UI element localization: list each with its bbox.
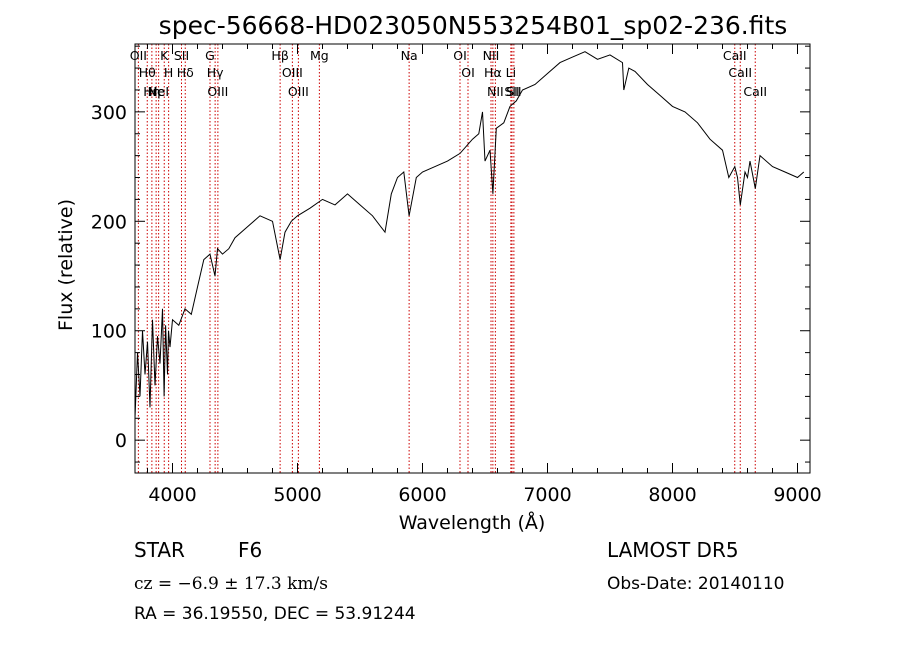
y-axis-ticks: 0 100 200 300 bbox=[91, 45, 810, 463]
line-label: G bbox=[205, 48, 215, 63]
spectrum-line bbox=[134, 51, 805, 419]
y-tick-label: 300 bbox=[91, 102, 127, 124]
line-label: OI bbox=[453, 48, 467, 63]
line-label: NII bbox=[483, 48, 500, 63]
line-label: Hβ bbox=[271, 48, 288, 63]
line-label: Hθ bbox=[139, 65, 156, 80]
line-label: Hγ bbox=[207, 65, 224, 80]
y-tick-label: 0 bbox=[115, 430, 127, 452]
line-label: K bbox=[160, 48, 169, 63]
line-label: Hα bbox=[484, 65, 502, 80]
x-tick-label: 9000 bbox=[773, 484, 821, 506]
line-label: HeI bbox=[148, 84, 169, 99]
x-axis-ticks: 4000 5000 6000 7000 8000 9000 bbox=[147, 44, 822, 506]
chart-title: spec-56668-HD023050N553254B01_sp02-236.f… bbox=[159, 11, 788, 40]
line-label: SII bbox=[506, 84, 521, 99]
x-tick-label: 6000 bbox=[398, 484, 446, 506]
y-axis-label: Flux (relative) bbox=[55, 199, 77, 331]
y-tick-label: 200 bbox=[91, 211, 127, 233]
line-label: Mg bbox=[310, 48, 329, 63]
line-label: Na bbox=[401, 48, 418, 63]
x-tick-label: 7000 bbox=[523, 484, 571, 506]
x-axis-label: Wavelength (Å) bbox=[399, 511, 546, 534]
x-tick-label: 5000 bbox=[273, 484, 321, 506]
subclass: F6 bbox=[238, 538, 262, 562]
line-label: OIII bbox=[207, 84, 228, 99]
plot-frame bbox=[134, 43, 811, 474]
line-label: SII bbox=[504, 84, 519, 99]
line-label: CaII bbox=[743, 84, 767, 99]
line-label: OIII bbox=[288, 84, 309, 99]
x-tick-label: 4000 bbox=[148, 484, 196, 506]
object-type: STAR bbox=[134, 538, 185, 562]
line-label: SII bbox=[174, 48, 189, 63]
x-tick-label: 8000 bbox=[648, 484, 696, 506]
line-label: CaII bbox=[723, 48, 747, 63]
line-label: Ne bbox=[148, 84, 165, 99]
line-label: Hδ bbox=[177, 65, 194, 80]
line-label: OI bbox=[461, 65, 475, 80]
coordinates: RA = 36.19550, DEC = 53.91244 bbox=[134, 604, 416, 624]
line-label: OII bbox=[130, 48, 147, 63]
line-label: NII bbox=[487, 84, 504, 99]
redshift-cz: cz = −6.9 ± 17.3 km/s bbox=[134, 574, 328, 594]
survey-label: LAMOST DR5 bbox=[607, 538, 739, 562]
y-tick-label: 100 bbox=[91, 321, 127, 343]
line-label: CaII bbox=[728, 65, 752, 80]
line-label: Li bbox=[506, 65, 516, 80]
obs-date: Obs-Date: 20140110 bbox=[607, 574, 784, 594]
line-label: H bbox=[164, 65, 173, 80]
line-label: OIII bbox=[282, 65, 303, 80]
line-label: Hη bbox=[143, 84, 160, 99]
emission-line-markers bbox=[137, 44, 756, 473]
